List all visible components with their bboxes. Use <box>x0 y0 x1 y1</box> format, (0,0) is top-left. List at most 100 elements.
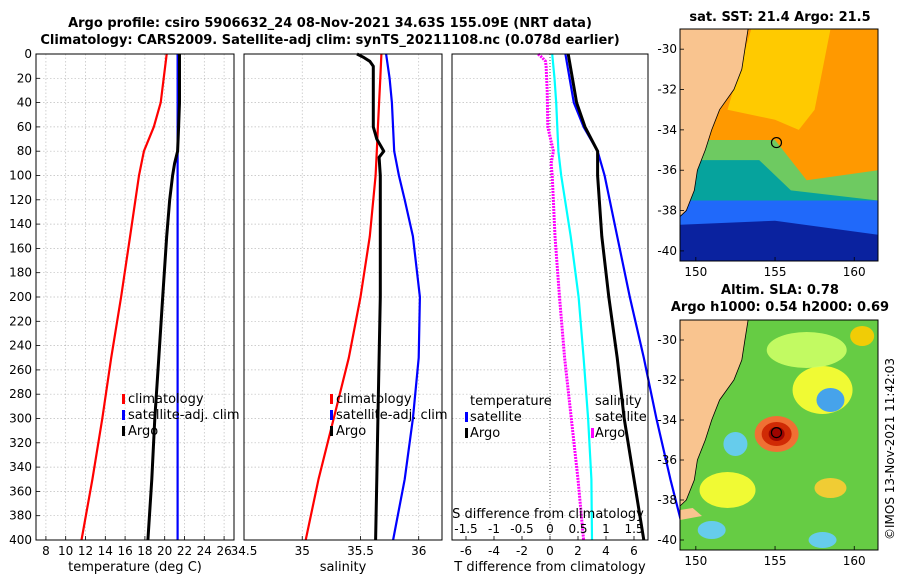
legend-swatch <box>465 412 468 422</box>
chart-title-line2: Climatology: CARS2009. Satellite-adj cli… <box>40 33 620 48</box>
argo-position-marker <box>770 136 783 149</box>
legend-swatch <box>465 428 468 438</box>
map-lat-label: -40 <box>657 533 677 547</box>
x-tick-label: -2 <box>516 544 528 558</box>
x-tick-label: 8 <box>42 544 50 558</box>
land-area <box>680 508 702 520</box>
y-tick-label: 340 <box>9 460 32 474</box>
sst-band <box>727 29 831 130</box>
top-tick-label: -0.5 <box>510 522 533 536</box>
x-tick-label: 12 <box>78 544 93 558</box>
legend-label: satellite-adj. clim <box>336 408 448 423</box>
x-tick-label: 22 <box>177 544 192 558</box>
y-tick-label: 60 <box>17 120 32 134</box>
map-lon-label: 160 <box>843 265 866 279</box>
legend-label: Argo <box>595 426 625 441</box>
y-tick-label: 40 <box>17 96 32 110</box>
x-axis-label: salinity <box>320 560 367 575</box>
x-tick-label: -6 <box>460 544 472 558</box>
series-line-s-satellite <box>551 53 594 541</box>
x-tick-label: 4 <box>602 544 610 558</box>
series-line-s-argo <box>537 52 586 541</box>
x-tick-label: 0 <box>546 544 554 558</box>
argo-position-marker <box>770 427 783 439</box>
legend-swatch <box>330 426 333 436</box>
legend-swatch <box>330 394 333 404</box>
sla-map-content <box>680 320 878 550</box>
sla-blob <box>723 432 748 456</box>
y-tick-label: 120 <box>9 193 32 207</box>
top-tick-label: -1.5 <box>454 522 477 536</box>
legend-label: Argo <box>336 424 366 439</box>
series-line-climatology <box>80 53 168 541</box>
sst-map-content <box>680 29 878 261</box>
top-tick-label: 1.5 <box>624 522 643 536</box>
y-tick-label: 240 <box>9 339 32 353</box>
legend-label: satellite <box>595 410 647 425</box>
series-line-argo <box>356 52 386 541</box>
plot-frame <box>35 53 235 541</box>
y-tick-label: 320 <box>9 436 32 450</box>
sla-blob <box>816 388 845 412</box>
y-tick-label: 200 <box>9 290 32 304</box>
map-frame <box>679 319 879 551</box>
sla-map-title2: Argo h1000: 0.54 h2000: 0.69 <box>670 300 890 315</box>
sst-map-title: sat. SST: 21.4 Argo: 21.5 <box>689 10 871 25</box>
legend-label: Argo <box>128 424 158 439</box>
map-lon-label: 160 <box>843 554 866 568</box>
y-tick-label: 260 <box>9 363 32 377</box>
sla-blob <box>697 521 726 539</box>
legend-label: satellite-adj. clim <box>128 408 240 423</box>
x-tick-label: 18 <box>137 544 152 558</box>
chart-title-line1: Argo profile: csiro 5906632_24 08-Nov-20… <box>68 16 592 31</box>
y-tick-label: 400 <box>9 533 32 547</box>
x-tick-label: 36 <box>411 544 426 558</box>
series-line-t-satellite <box>564 53 687 541</box>
sla-blob <box>850 326 875 346</box>
legend-swatch <box>122 410 125 420</box>
map-lon-label: 155 <box>764 554 787 568</box>
sla-blob <box>766 332 847 368</box>
legend-label: climatology <box>128 392 204 407</box>
map-lat-label: -32 <box>657 373 677 387</box>
map-lat-label: -38 <box>657 493 677 507</box>
map-frame <box>679 28 879 262</box>
y-tick-label: 140 <box>9 217 32 231</box>
x-tick-label: 34.5 <box>231 544 258 558</box>
sst-map: -30 -32 -34 -36 -38 -40 150 155 160 <box>657 28 879 279</box>
map-lat-label: -36 <box>657 163 677 177</box>
x-axis-label: temperature (deg C) <box>68 560 202 575</box>
series-line-argo <box>146 54 181 541</box>
x-tick-label: 10 <box>58 544 73 558</box>
y-tick-label: 180 <box>9 266 32 280</box>
legend-swatch <box>330 410 333 420</box>
sla-blob <box>699 472 756 508</box>
map-lon-label: 155 <box>764 265 787 279</box>
y-tick-label: 0 <box>24 47 32 61</box>
top-tick-label: 1 <box>602 522 610 536</box>
map-lon-label: 150 <box>684 265 707 279</box>
map-lat-label: -30 <box>657 42 677 56</box>
map-lat-label: -36 <box>657 453 677 467</box>
map-lat-label: -34 <box>657 413 677 427</box>
map-lat-label: -38 <box>657 204 677 218</box>
y-tick-label: 300 <box>9 412 32 426</box>
map-lat-label: -34 <box>657 123 677 137</box>
top-tick-label: 0.5 <box>568 522 587 536</box>
series-line-satellite-adj-clim <box>385 53 421 541</box>
map-lat-label: -30 <box>657 333 677 347</box>
sla-blob <box>808 532 837 548</box>
top-tick-label: -1 <box>488 522 500 536</box>
map-lat-label: -32 <box>657 83 677 97</box>
legend-swatch <box>122 394 125 404</box>
top-axis-label: S difference from climatology <box>452 507 644 522</box>
legend-label: climatology <box>336 392 412 407</box>
plot-frame <box>243 53 443 541</box>
sla-map-title1: Altim. SLA: 0.78 <box>721 283 839 298</box>
legend-label: satellite <box>470 410 522 425</box>
map-lon-label: 150 <box>684 554 707 568</box>
sla-blob <box>768 427 785 441</box>
legend-label: temperature <box>470 394 552 409</box>
y-tick-label: 160 <box>9 241 32 255</box>
